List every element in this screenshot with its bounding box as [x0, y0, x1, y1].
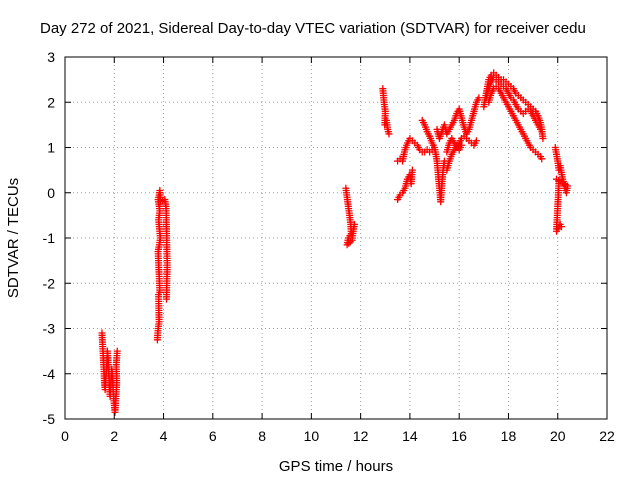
data-point	[113, 347, 121, 355]
y-axis-label: SDTVAR / TECUs	[5, 178, 22, 298]
y-tick-label: -2	[43, 275, 56, 291]
y-tick-label: -4	[43, 366, 56, 382]
x-tick-label: 14	[402, 428, 418, 444]
data-point	[539, 134, 547, 142]
data-point	[346, 238, 354, 246]
data-point	[385, 130, 393, 138]
x-tick-label: 20	[550, 428, 566, 444]
x-tick-label: 12	[353, 428, 369, 444]
data-points	[98, 69, 572, 416]
x-tick-label: 0	[61, 428, 69, 444]
data-point	[408, 166, 416, 174]
y-tick-label: 1	[47, 140, 55, 156]
data-point	[536, 125, 544, 133]
data-point	[345, 239, 353, 247]
data-point	[350, 220, 358, 228]
y-tick-label: 2	[47, 94, 55, 110]
data-point	[163, 295, 171, 303]
chart-title: Day 272 of 2021, Sidereal Day-to-day VTE…	[40, 20, 586, 37]
x-tick-label: 4	[160, 428, 168, 444]
x-tick-label: 10	[304, 428, 320, 444]
data-point	[557, 223, 565, 231]
y-tick-label: 3	[47, 49, 55, 65]
y-tick-label: -3	[43, 321, 56, 337]
x-tick-label: 2	[110, 428, 118, 444]
data-point	[458, 141, 466, 149]
x-tick-label: 22	[599, 428, 615, 444]
x-tick-label: 6	[209, 428, 217, 444]
x-tick-label: 16	[451, 428, 467, 444]
data-point	[472, 137, 480, 145]
x-axis-label: GPS time / hours	[279, 458, 393, 475]
axis-ticks	[64, 56, 608, 420]
y-tick-label: -1	[43, 230, 56, 246]
data-point	[538, 155, 546, 163]
y-tick-label: -5	[43, 411, 56, 427]
data-point	[343, 241, 351, 249]
data-point	[475, 94, 483, 102]
y-tick-label: 0	[47, 185, 55, 201]
x-tick-label: 8	[258, 428, 266, 444]
x-tick-label: 18	[501, 428, 517, 444]
